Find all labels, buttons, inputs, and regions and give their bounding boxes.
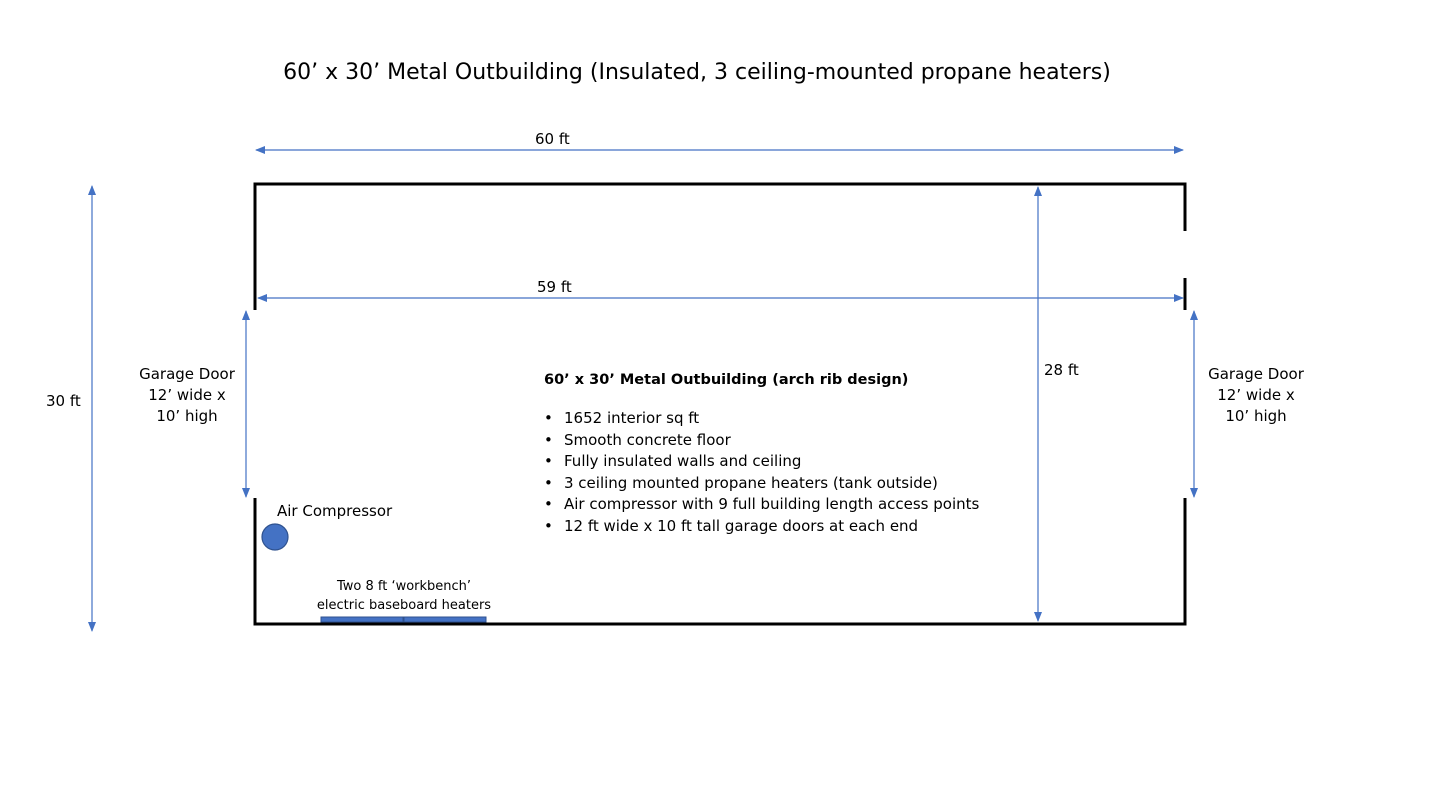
building-walls xyxy=(253,182,1187,626)
air-compressor-label: Air Compressor xyxy=(277,502,393,520)
note-item: 1652 interior sq ft xyxy=(544,408,979,430)
baseboard-heaters-line-2: electric baseboard heaters xyxy=(316,598,492,613)
baseboard-heaters-label: Two 8 ft ‘workbench’ electric baseboard … xyxy=(304,577,504,615)
wall-top xyxy=(253,182,1187,310)
right-door-line-1: Garage Door xyxy=(1208,365,1304,383)
note-item: 12 ft wide x 10 ft tall garage doors at … xyxy=(544,516,979,538)
right-door-line-3: 10’ high xyxy=(1225,407,1287,425)
dimension-label-60ft: 60 ft xyxy=(535,130,570,148)
wall-bottom xyxy=(253,498,1187,626)
left-garage-door-label: Garage Door 12’ wide x 10’ high xyxy=(127,364,247,427)
building-notes: 60’ x 30’ Metal Outbuilding (arch rib de… xyxy=(544,372,979,537)
note-item: Fully insulated walls and ceiling xyxy=(544,451,979,473)
dimension-lines xyxy=(88,146,1198,632)
right-garage-door-label: Garage Door 12’ wide x 10’ high xyxy=(1196,364,1316,427)
right-door-line-2: 12’ wide x xyxy=(1217,386,1295,404)
air-compressor-icon xyxy=(261,523,289,551)
baseboard-heater-2 xyxy=(403,616,487,623)
baseboard-heaters-line-1: Two 8 ft ‘workbench’ xyxy=(336,579,472,594)
left-door-line-1: Garage Door xyxy=(139,365,235,383)
dimension-label-30ft: 30 ft xyxy=(46,392,81,410)
notes-heading: 60’ x 30’ Metal Outbuilding (arch rib de… xyxy=(544,372,909,388)
baseboard-heater-1 xyxy=(320,616,404,623)
diagram-title: 60’ x 30’ Metal Outbuilding (Insulated, … xyxy=(283,60,1111,85)
notes-list: 1652 interior sq ft Smooth concrete floo… xyxy=(544,408,979,537)
note-item: 3 ceiling mounted propane heaters (tank … xyxy=(544,473,979,495)
dimension-label-28ft: 28 ft xyxy=(1044,361,1079,379)
note-item: Smooth concrete floor xyxy=(544,430,979,452)
note-item: Air compressor with 9 full building leng… xyxy=(544,494,979,516)
dimension-label-59ft: 59 ft xyxy=(537,278,572,296)
left-door-line-2: 12’ wide x xyxy=(148,386,226,404)
left-door-line-3: 10’ high xyxy=(156,407,218,425)
